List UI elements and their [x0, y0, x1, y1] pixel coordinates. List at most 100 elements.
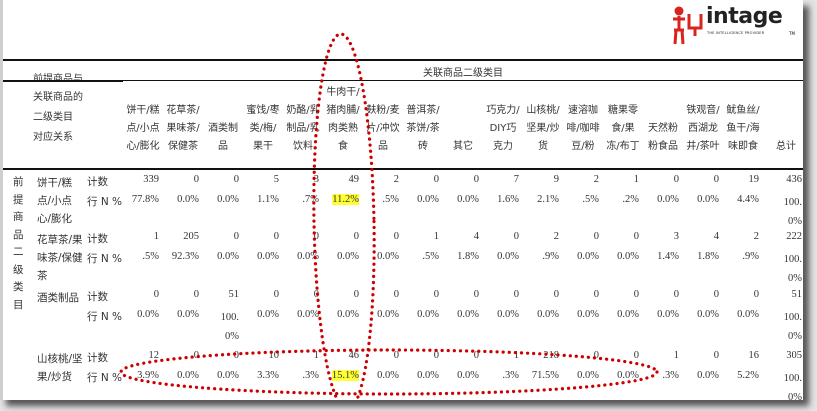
row-label: 酒类制品 — [37, 292, 79, 304]
pct-value: 0.0% — [217, 370, 239, 381]
count-cell: 0 — [433, 174, 439, 185]
pct-value: 1.6% — [497, 194, 519, 205]
pct-cell: 0.0% — [123, 309, 159, 320]
pct-cell: 0.0% — [643, 194, 679, 205]
count-cell: 0 — [273, 231, 279, 242]
pct-cell: 1.8% — [443, 251, 479, 262]
pct-value: 0.0% — [217, 251, 239, 262]
corner-label-line: 对应关系 — [33, 132, 73, 143]
pct-cell: 100.0% — [766, 369, 802, 400]
count-cell: 0 — [353, 231, 359, 242]
column-header: 蜜饯/枣类/梅/果干 — [246, 105, 280, 152]
pct-cell: 0.0% — [603, 370, 639, 381]
pct-value: 0.0% — [297, 309, 319, 320]
column-header: 牛肉干/猪肉脯/肉类熟食 — [326, 87, 360, 152]
count-cell: 51 — [228, 289, 240, 300]
pct-cell: .5% — [123, 251, 159, 262]
count-cell: 0 — [753, 289, 759, 300]
count-cell: 0 — [513, 231, 519, 242]
group-header-rule — [123, 80, 803, 81]
count-cell: 0 — [633, 350, 639, 361]
column-header: 麸粉/麦片/冲饮品 — [366, 105, 400, 152]
pct-cell: 0.0% — [163, 309, 199, 320]
count-cell: 1 — [673, 350, 679, 361]
count-cell: 0 — [513, 289, 519, 300]
pct-cell: .2% — [603, 194, 639, 205]
group-header: 关联商品二级类目 — [423, 68, 503, 79]
pct-value: 100.0% — [783, 373, 802, 400]
column-header: 普洱茶/茶饼/茶砖 — [406, 105, 440, 152]
row-group-label-char: 提 — [13, 193, 24, 206]
pct-value: 0.0% — [497, 309, 519, 320]
count-label: 计数 — [87, 233, 108, 245]
column-header: 花草茶/果味茶/保健茶 — [166, 105, 200, 152]
pct-value: 77.8% — [131, 194, 159, 205]
pct-value: 0.0% — [417, 194, 439, 205]
pct-cell: 0.0% — [283, 309, 319, 320]
pct-cell: .5% — [363, 194, 399, 205]
pct-value: 0.0% — [617, 370, 639, 381]
pct-value: 0.0% — [697, 309, 719, 320]
row-label: 山核桃/坚果/炒货 — [37, 353, 83, 383]
count-cell: 0 — [633, 289, 639, 300]
pct-value: 0.0% — [657, 309, 679, 320]
count-cell: 0 — [393, 231, 399, 242]
pct-value: 1.8% — [697, 251, 719, 262]
pct-cell: .7% — [283, 194, 319, 205]
pct-value: 0.0% — [577, 370, 599, 381]
pct-cell: 92.3% — [163, 251, 199, 262]
pct-value: 1.1% — [257, 194, 279, 205]
count-cell: 0 — [193, 174, 199, 185]
count-cell: 49 — [348, 174, 360, 185]
count-cell: 436 — [786, 174, 802, 185]
row-group-label-char: 品 — [13, 228, 24, 241]
pct-value: .5% — [582, 194, 599, 205]
count-cell: 0 — [273, 289, 279, 300]
pct-cell: 0.0% — [323, 251, 359, 262]
pct-cell: .3% — [283, 370, 319, 381]
pct-value: 0.0% — [257, 251, 279, 262]
pct-cell: 0.0% — [723, 309, 759, 320]
count-cell: 9 — [553, 174, 559, 185]
pct-cell: 0.0% — [203, 370, 239, 381]
pct-cell: 0.0% — [443, 370, 479, 381]
pct-value: .3% — [662, 370, 679, 381]
pct-cell: 0.0% — [403, 370, 439, 381]
count-cell: 0 — [633, 231, 639, 242]
pct-cell: 0.0% — [443, 194, 479, 205]
pct-cell: 1.4% — [643, 251, 679, 262]
column-header: 铁观音/西湖龙井/茶叶 — [686, 105, 720, 152]
pct-cell: 0.0% — [603, 309, 639, 320]
count-cell: 0 — [713, 350, 719, 361]
row-group-label-char: 前 — [13, 176, 24, 188]
count-cell: 205 — [183, 231, 199, 242]
count-label: 计数 — [87, 291, 108, 303]
highlighted-value: 15.1% — [331, 370, 359, 381]
pct-value: 0.0% — [537, 309, 559, 320]
pct-value: 0.0% — [577, 309, 599, 320]
count-cell: 1 — [433, 231, 439, 242]
count-label: 计数 — [87, 176, 108, 188]
count-cell: 7 — [513, 174, 519, 185]
pct-value: .3% — [302, 370, 319, 381]
pct-cell: 0.0% — [363, 251, 399, 262]
pct-cell: 100.0% — [766, 250, 802, 288]
pct-value: 0.0% — [377, 251, 399, 262]
count-cell: 5 — [273, 174, 279, 185]
pct-cell: 100.0% — [766, 193, 802, 231]
pct-value: 100.0% — [220, 312, 239, 342]
column-header: 糖果零食/果冻/布丁 — [606, 105, 640, 152]
count-cell: 51 — [791, 289, 803, 300]
pct-cell: 0.0% — [563, 251, 599, 262]
count-cell: 1 — [513, 350, 519, 361]
pct-cell: 0.0% — [523, 309, 559, 320]
pct-value: 0.0% — [497, 251, 519, 262]
pct-cell: 0.0% — [163, 194, 199, 205]
count-cell: 1 — [153, 231, 159, 242]
count-cell: 0 — [233, 350, 239, 361]
pct-value: .5% — [422, 251, 439, 262]
pct-cell: .9% — [523, 251, 559, 262]
pct-cell: 0.0% — [363, 309, 399, 320]
count-cell: 0 — [433, 350, 439, 361]
row-label: 饼干/糕点/小点心/膨化 — [37, 177, 73, 225]
